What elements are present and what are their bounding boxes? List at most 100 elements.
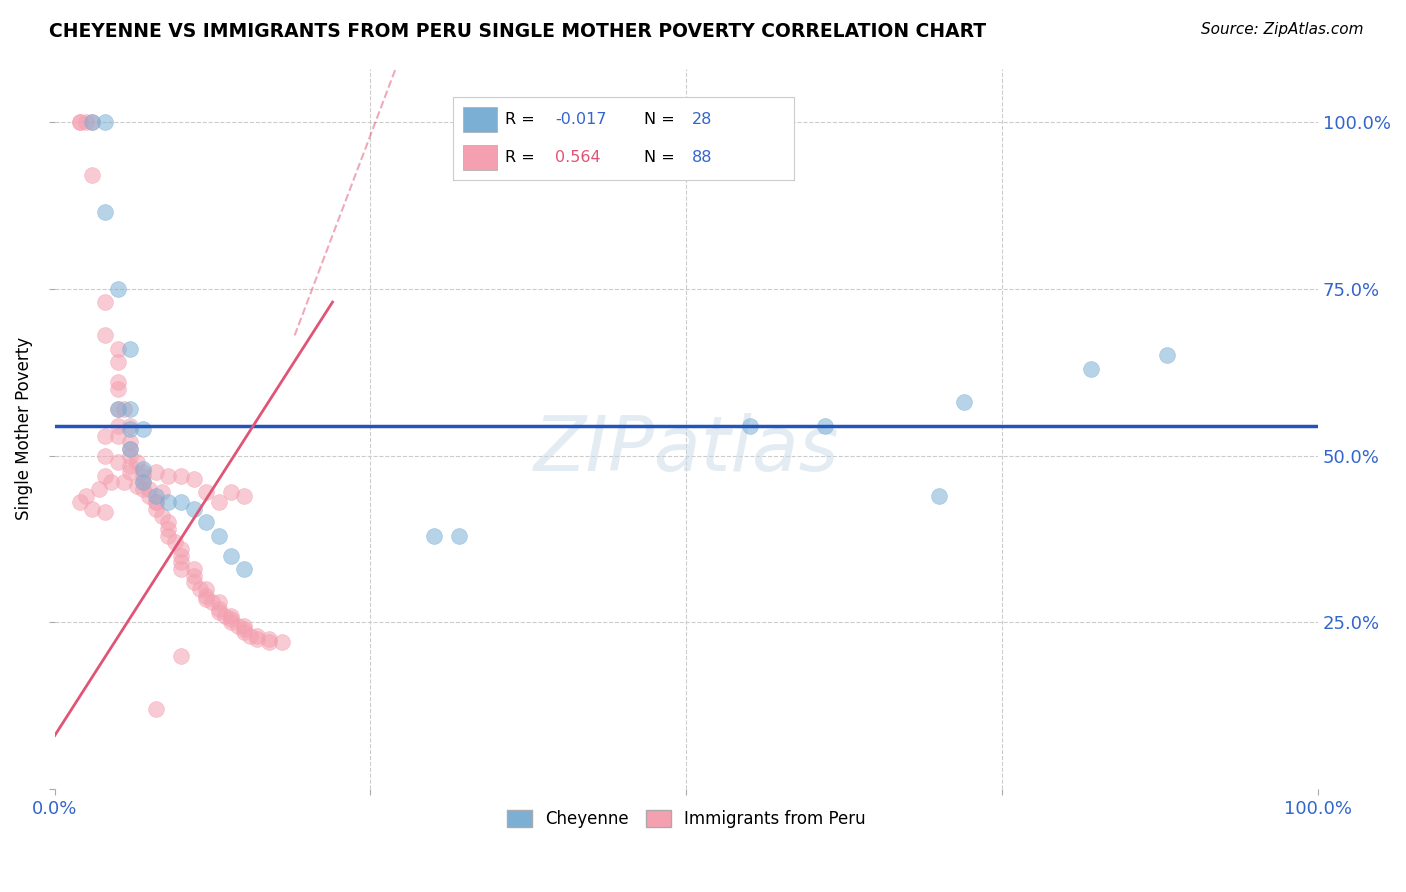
Point: [132, 475, 155, 490]
Point: [201, 595, 224, 609]
Point: [170, 495, 193, 509]
Point: [94, 328, 117, 343]
Point: [107, 355, 129, 369]
Point: [120, 465, 142, 479]
Point: [107, 428, 129, 442]
Point: [107, 282, 129, 296]
Point: [157, 516, 180, 530]
Point: [422, 528, 444, 542]
Point: [233, 625, 256, 640]
Point: [208, 602, 231, 616]
Point: [183, 502, 205, 516]
Point: [82, 502, 104, 516]
Point: [170, 562, 193, 576]
Point: [132, 462, 155, 476]
Point: [94, 205, 117, 219]
Point: [157, 495, 180, 509]
Point: [132, 465, 155, 479]
Point: [233, 562, 256, 576]
Point: [82, 115, 104, 129]
Point: [145, 465, 167, 479]
Point: [145, 495, 167, 509]
Point: [208, 495, 231, 509]
Point: [132, 482, 155, 496]
Point: [120, 458, 142, 473]
Point: [120, 401, 142, 416]
Point: [738, 418, 761, 433]
Point: [183, 575, 205, 590]
Point: [221, 549, 243, 563]
Point: [233, 489, 256, 503]
Point: [259, 632, 281, 646]
Point: [69, 115, 91, 129]
Point: [132, 422, 155, 436]
Point: [132, 468, 155, 483]
Point: [208, 528, 231, 542]
Point: [170, 648, 193, 663]
Point: [233, 618, 256, 632]
Point: [100, 475, 122, 490]
Point: [94, 295, 117, 310]
Point: [157, 468, 180, 483]
Point: [183, 562, 205, 576]
Point: [221, 608, 243, 623]
Point: [1156, 349, 1178, 363]
Point: [953, 395, 976, 409]
Point: [814, 418, 837, 433]
Point: [928, 489, 950, 503]
Point: [120, 435, 142, 450]
Legend: Cheyenne, Immigrants from Peru: Cheyenne, Immigrants from Peru: [501, 804, 872, 835]
Point: [226, 618, 249, 632]
Y-axis label: Single Mother Poverty: Single Mother Poverty: [15, 337, 32, 520]
Point: [271, 635, 294, 649]
Point: [183, 568, 205, 582]
Point: [75, 115, 97, 129]
Text: ZIPatlas: ZIPatlas: [534, 414, 839, 488]
Point: [214, 608, 236, 623]
Point: [94, 505, 117, 519]
Point: [259, 635, 281, 649]
Point: [120, 442, 142, 456]
Point: [138, 489, 160, 503]
Point: [195, 485, 218, 500]
Point: [447, 528, 470, 542]
Point: [69, 115, 91, 129]
Point: [107, 342, 129, 356]
Point: [107, 401, 129, 416]
Point: [221, 612, 243, 626]
Point: [120, 418, 142, 433]
Point: [221, 615, 243, 630]
Point: [112, 401, 135, 416]
Point: [170, 541, 193, 556]
Point: [69, 495, 91, 509]
Point: [120, 422, 142, 436]
Point: [195, 589, 218, 603]
Point: [195, 592, 218, 607]
Point: [75, 489, 97, 503]
Point: [94, 468, 117, 483]
Point: [233, 622, 256, 636]
Point: [87, 482, 110, 496]
Point: [120, 442, 142, 456]
Point: [195, 582, 218, 596]
Point: [138, 482, 160, 496]
Point: [221, 485, 243, 500]
Text: Source: ZipAtlas.com: Source: ZipAtlas.com: [1201, 22, 1364, 37]
Point: [120, 449, 142, 463]
Point: [125, 478, 148, 492]
Point: [1080, 361, 1102, 376]
Point: [145, 702, 167, 716]
Point: [239, 629, 262, 643]
Point: [125, 455, 148, 469]
Point: [157, 528, 180, 542]
Point: [94, 115, 117, 129]
Point: [195, 516, 218, 530]
Point: [145, 495, 167, 509]
Point: [82, 169, 104, 183]
Point: [132, 475, 155, 490]
Point: [94, 449, 117, 463]
Point: [107, 382, 129, 396]
Point: [94, 428, 117, 442]
Point: [107, 418, 129, 433]
Point: [150, 485, 173, 500]
